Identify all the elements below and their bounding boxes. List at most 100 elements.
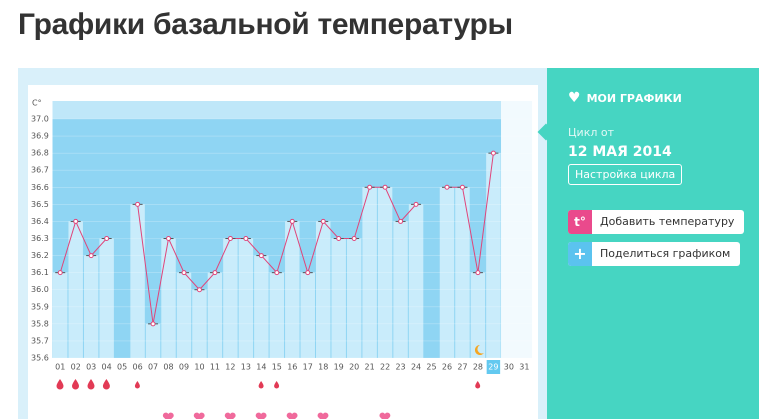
point (57, 270, 63, 276)
y-tick-label: 36.0 (31, 285, 49, 294)
point (166, 236, 172, 241)
point (490, 150, 496, 156)
point (398, 218, 404, 224)
drop-icon (274, 381, 280, 389)
y-tick-label: 35.8 (31, 319, 49, 328)
add-temperature-button[interactable]: t° Добавить температуру (568, 210, 745, 234)
y-tick-label: 35.9 (31, 302, 49, 311)
x-tick-label: 15 (272, 363, 282, 372)
y-tick-label: 36.4 (31, 217, 49, 226)
my-charts-text: МОИ ГРАФИКИ (586, 92, 682, 105)
heart-icon (193, 412, 205, 419)
bar (455, 187, 470, 358)
y-tick-label: 36.5 (31, 200, 49, 209)
cycle-from-label: Цикл от (568, 126, 614, 139)
y-tick-label: 36.7 (31, 166, 49, 175)
bar (362, 187, 377, 358)
point (336, 236, 342, 241)
bar (346, 238, 362, 358)
heart-icon (162, 412, 174, 419)
y-tick-label: 36.3 (31, 234, 49, 243)
settings-button[interactable]: Настройка цикла (568, 164, 683, 185)
bar (439, 187, 455, 358)
heart-icon (286, 412, 298, 419)
bar (238, 238, 254, 358)
x-tick-label: 01 (55, 363, 65, 372)
heart-icon (379, 412, 391, 419)
add-text: Добавить температуру (600, 215, 735, 228)
y-tick-label: 36.2 (31, 251, 49, 260)
x-tick-label: 26 (442, 363, 452, 372)
temperature-line (59, 220, 108, 273)
x-tick-label: 19 (334, 363, 344, 372)
point (243, 236, 249, 241)
y-tick-label: 36.9 (31, 132, 49, 141)
bar (192, 289, 207, 358)
x-tick-label: 17 (303, 363, 313, 372)
point (258, 253, 264, 259)
my-charts-link[interactable]: ♥ МОИ ГРАФИКИ (568, 90, 682, 106)
bar (83, 255, 99, 358)
heart-icon: ♥ (568, 90, 581, 106)
bar (145, 323, 161, 358)
bar (223, 238, 238, 358)
bar (254, 255, 269, 358)
point (274, 270, 280, 276)
drop-icon (102, 379, 110, 390)
bar (486, 153, 501, 358)
x-tick-label: 22 (380, 363, 390, 372)
point (382, 184, 388, 190)
share-text: Поделиться графиком (600, 247, 731, 260)
bar (470, 272, 486, 358)
point (444, 184, 450, 190)
point (289, 218, 295, 224)
x-tick-label: 03 (86, 363, 96, 372)
point (367, 184, 373, 190)
point (459, 184, 465, 190)
y-tick-label: 35.7 (31, 336, 49, 345)
bar (99, 238, 114, 358)
plot-top-strip (52, 101, 502, 119)
x-tick-label: 24 (411, 363, 421, 372)
page-title: Графики базальной температуры (18, 8, 513, 41)
drop-icon (134, 381, 140, 389)
x-tick-label: 06 (132, 363, 142, 372)
point (413, 201, 419, 207)
point (305, 270, 311, 276)
x-tick-label: 21 (365, 363, 375, 372)
x-tick-label: 08 (163, 363, 173, 372)
plot-empty (501, 101, 533, 358)
drop-icon (87, 379, 95, 390)
moon-icon (474, 345, 484, 355)
bar (377, 187, 393, 358)
point (320, 218, 326, 224)
share-button[interactable]: + Поделиться графиком (568, 242, 741, 266)
point (227, 236, 233, 241)
x-tick-label: 10 (194, 363, 204, 372)
add-icon: t° (568, 210, 592, 234)
point (475, 270, 481, 276)
x-tick-label: 25 (426, 363, 436, 372)
drop-icon (475, 381, 481, 389)
y-tick-label: 35.6 (31, 354, 49, 363)
bar (331, 238, 346, 358)
sidebar: ♥ МОИ ГРАФИКИ Цикл от 12 МАЯ 2014 Настрой… (537, 68, 759, 419)
y-tick-label: 36.1 (31, 268, 49, 277)
heart-icon (224, 412, 236, 419)
bar (393, 221, 408, 358)
x-tick-label: 09 (179, 363, 189, 372)
x-tick-label: 02 (71, 363, 81, 372)
bar (269, 272, 285, 358)
point (196, 287, 202, 293)
point (181, 270, 187, 276)
drop-icon (72, 379, 79, 390)
x-tick-label: 05 (117, 363, 127, 372)
x-tick-label: 13 (241, 363, 251, 372)
bar (68, 221, 83, 358)
x-tick-label: 14 (256, 363, 266, 372)
bar (161, 238, 176, 358)
point (212, 270, 218, 276)
x-tick-label: 28 (473, 363, 483, 372)
point (73, 218, 79, 224)
